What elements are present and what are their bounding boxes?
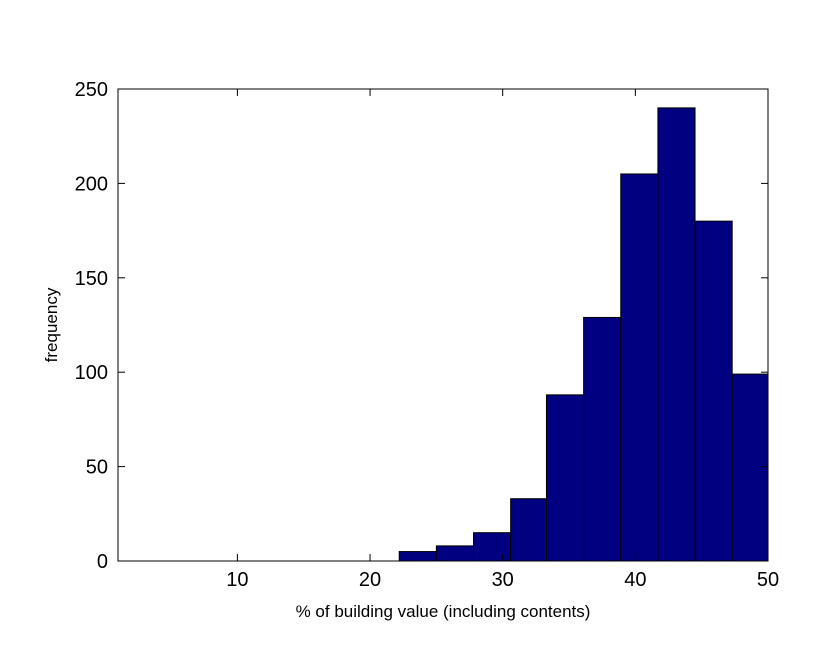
x-tick-label: 40	[624, 569, 646, 591]
x-ticks-group: 10 20 30 40 50	[226, 89, 779, 591]
x-tick-label: 50	[757, 569, 779, 591]
y-tick-label: 0	[97, 551, 108, 573]
y-tick-label: 50	[86, 457, 108, 479]
histogram-bar	[583, 316, 622, 562]
y-tick-label: 250	[75, 79, 108, 101]
histogram-bar	[657, 107, 696, 562]
y-tick-label: 200	[75, 173, 108, 195]
histogram-bar	[398, 551, 437, 562]
histogram-bar	[510, 498, 547, 562]
x-tick-label: 30	[492, 569, 514, 591]
histogram-bar	[620, 173, 659, 562]
histogram-bar	[473, 532, 512, 562]
plot-frame	[117, 88, 769, 562]
y-tick-label: 100	[75, 362, 108, 384]
x-axis-label: % of building value (including contents)	[296, 602, 591, 621]
histogram-bar	[731, 373, 769, 562]
bars-group	[398, 107, 769, 562]
y-ticks-group: 0 50 100 150 200 250	[75, 79, 768, 573]
x-tick-label: 20	[359, 569, 381, 591]
x-tick-label: 10	[226, 569, 248, 591]
histogram-bar	[545, 394, 585, 562]
y-tick-label: 150	[75, 268, 108, 290]
y-axis-label: frequency	[42, 287, 61, 362]
histogram-bar	[694, 220, 733, 562]
histogram-bar	[435, 545, 475, 562]
